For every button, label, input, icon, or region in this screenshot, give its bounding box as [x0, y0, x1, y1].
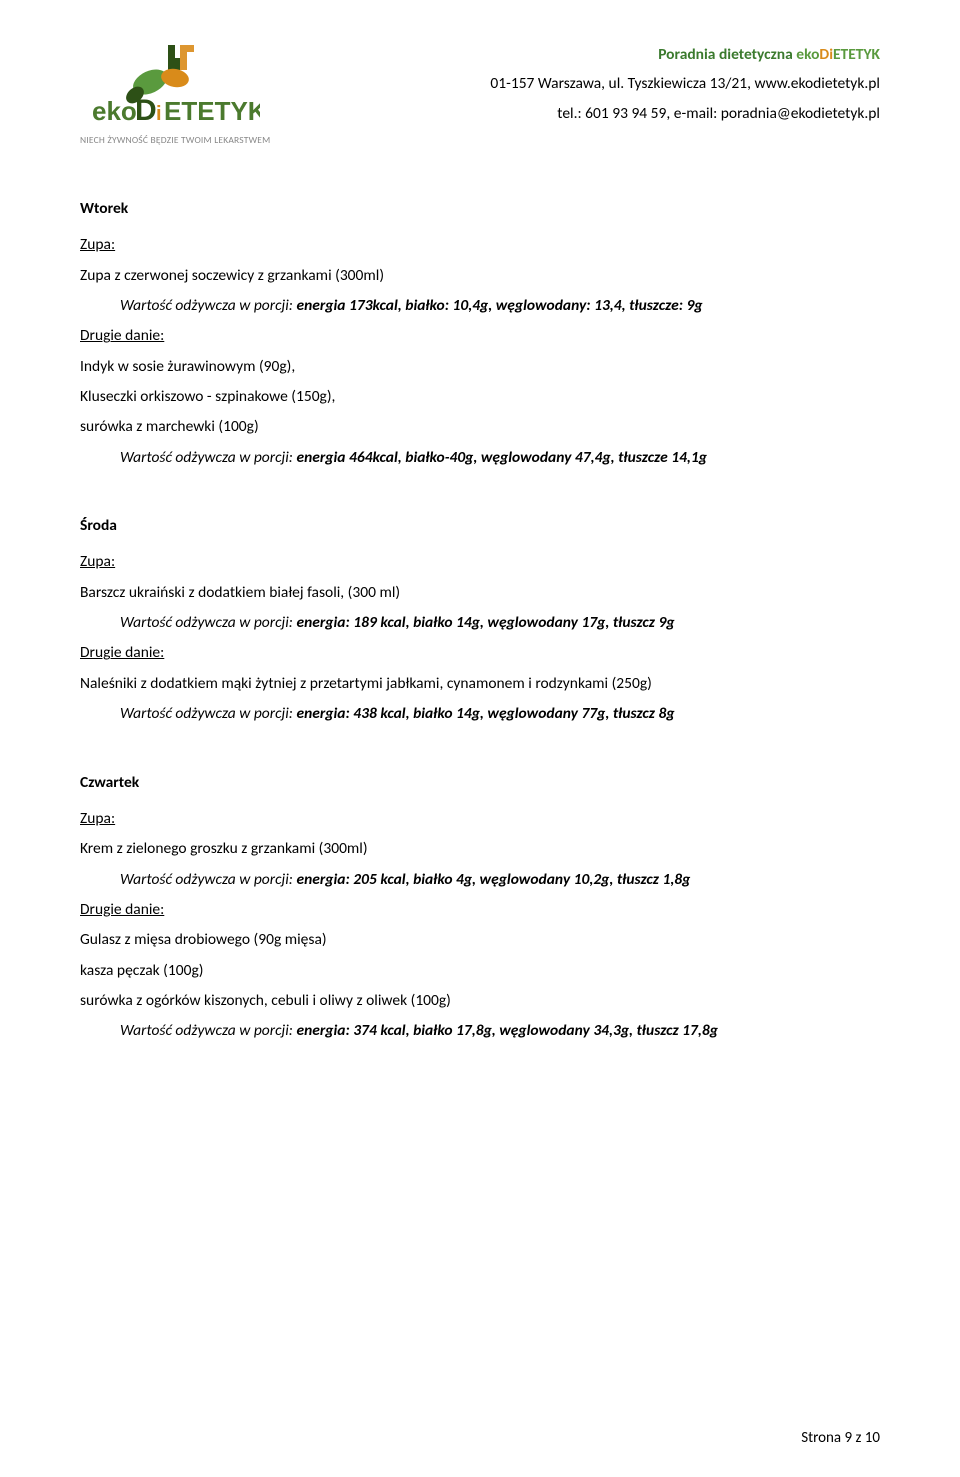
brand-eko: eko — [796, 45, 819, 64]
nutrition-prefix: Wartość odżywcza w porcji: — [120, 1021, 296, 1040]
nutrition-line: Wartość odżywcza w porcji: energia: 189 … — [120, 610, 880, 636]
day-czwartek: Czwartek Zupa: Krem z zielonego groszku … — [80, 770, 880, 1045]
zupa-item: Zupa z czerwonej soczewicy z grzankami (… — [80, 263, 880, 289]
danie-item: Naleśniki z dodatkiem mąki żytniej z prz… — [80, 671, 880, 697]
nutrition-values: energia: 189 kcal, białko 14g, węglowoda… — [296, 613, 674, 632]
document-content: Wtorek Zupa: Zupa z czerwonej soczewicy … — [80, 196, 880, 1045]
svg-text:D: D — [135, 94, 157, 127]
nutrition-line: Wartość odżywcza w porcji: energia 173kc… — [120, 293, 880, 319]
day-name: Środa — [80, 513, 880, 539]
nutrition-values: energia: 374 kcal, białko 17,8g, węglowo… — [296, 1021, 717, 1040]
document-page: eko D i ETETYK NIECH ŻYWNOŚĆ BĘDZIE TWOI… — [0, 0, 960, 1477]
drugie-danie-label: Drugie danie: — [80, 897, 880, 923]
page-footer: Strona 9 z 10 — [801, 1429, 880, 1447]
nutrition-prefix: Wartość odżywcza w porcji: — [120, 704, 296, 723]
danie-item: Indyk w sosie żurawinowym (90g), — [80, 354, 880, 380]
logo-icon: eko D i ETETYK — [90, 40, 260, 130]
nutrition-prefix: Wartość odżywcza w porcji: — [120, 296, 296, 315]
nutrition-prefix: Wartość odżywcza w porcji: — [120, 870, 296, 889]
brand-prefix: Poradnia dietetyczna — [658, 45, 796, 64]
drugie-danie-label: Drugie danie: — [80, 323, 880, 349]
header-brand-line: Poradnia dietetyczna ekoDiETETYK — [490, 40, 880, 69]
svg-text:eko: eko — [92, 96, 137, 126]
zupa-item: Barszcz ukraiński z dodatkiem białej fas… — [80, 580, 880, 606]
zupa-label: Zupa: — [80, 806, 880, 832]
nutrition-line: Wartość odżywcza w porcji: energia 464kc… — [120, 445, 880, 471]
nutrition-values: energia: 438 kcal, białko 14g, węglowoda… — [296, 704, 674, 723]
nutrition-prefix: Wartość odżywcza w porcji: — [120, 448, 296, 467]
brand-di: Di — [819, 45, 833, 64]
day-wtorek: Wtorek Zupa: Zupa z czerwonej soczewicy … — [80, 196, 880, 471]
zupa-label: Zupa: — [80, 232, 880, 258]
drugie-danie-label: Drugie danie: — [80, 640, 880, 666]
danie-item: Gulasz z mięsa drobiowego (90g mięsa) — [80, 927, 880, 953]
danie-item: Kluseczki orkiszowo - szpinakowe (150g), — [80, 384, 880, 410]
header-contact-line: tel.: 601 93 94 59, e-mail: poradnia@eko… — [490, 99, 880, 128]
logo-tagline: NIECH ŻYWNOŚĆ BĘDZIE TWOIM LEKARSTWEM — [80, 134, 270, 146]
logo-block: eko D i ETETYK NIECH ŻYWNOŚĆ BĘDZIE TWOI… — [80, 40, 270, 146]
nutrition-prefix: Wartość odżywcza w porcji: — [120, 613, 296, 632]
header-address: 01-157 Warszawa, ul. Tyszkiewicza 13/21,… — [490, 69, 880, 98]
zupa-label: Zupa: — [80, 549, 880, 575]
danie-item: surówka z marchewki (100g) — [80, 414, 880, 440]
day-sroda: Środa Zupa: Barszcz ukraiński z dodatkie… — [80, 513, 880, 727]
brand-etetyk: ETETYK — [833, 45, 880, 64]
day-name: Czwartek — [80, 770, 880, 796]
nutrition-line: Wartość odżywcza w porcji: energia: 374 … — [120, 1018, 880, 1044]
zupa-item: Krem z zielonego groszku z grzankami (30… — [80, 836, 880, 862]
danie-item: surówka z ogórków kiszonych, cebuli i ol… — [80, 988, 880, 1014]
svg-text:ETETYK: ETETYK — [164, 96, 260, 126]
nutrition-values: energia 464kcal, białko-40g, węglowodany… — [296, 448, 707, 467]
header-contact: Poradnia dietetyczna ekoDiETETYK 01-157 … — [490, 40, 880, 128]
danie-item: kasza pęczak (100g) — [80, 958, 880, 984]
page-header: eko D i ETETYK NIECH ŻYWNOŚĆ BĘDZIE TWOI… — [80, 40, 880, 146]
nutrition-line: Wartość odżywcza w porcji: energia: 205 … — [120, 867, 880, 893]
day-name: Wtorek — [80, 196, 880, 222]
svg-text:i: i — [156, 103, 162, 125]
nutrition-values: energia 173kcal, białko: 10,4g, węglowod… — [296, 296, 702, 315]
nutrition-values: energia: 205 kcal, białko 4g, węglowodan… — [296, 870, 690, 889]
nutrition-line: Wartość odżywcza w porcji: energia: 438 … — [120, 701, 880, 727]
